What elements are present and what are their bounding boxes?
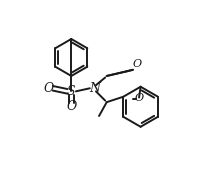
Text: O: O: [66, 100, 76, 113]
Text: N: N: [89, 82, 100, 95]
Text: S: S: [67, 85, 76, 98]
Text: O: O: [135, 93, 144, 103]
Text: O: O: [133, 59, 142, 69]
Text: O: O: [43, 82, 53, 95]
